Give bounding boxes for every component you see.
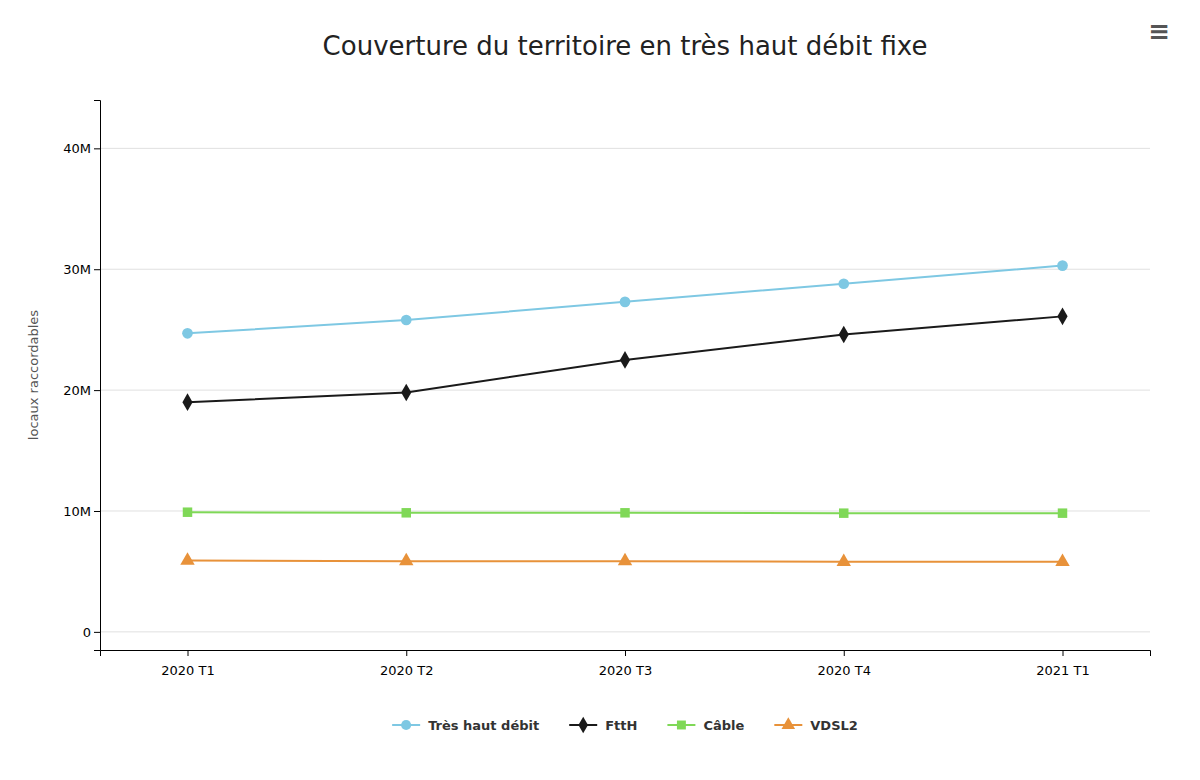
series-marker: [620, 351, 630, 369]
legend-item: VDSL2: [774, 717, 858, 732]
series-marker: [620, 508, 629, 517]
y-tick: 10M: [63, 504, 100, 519]
series-marker: [1058, 508, 1067, 517]
x-tick: 2020 T1: [161, 650, 214, 678]
menu-icon: ≡: [1148, 16, 1170, 46]
series-marker: [837, 553, 851, 565]
x-tick-label: 2020 T2: [380, 663, 433, 678]
x-tick-label: 2020 T4: [818, 663, 871, 678]
x-tick-mark: [1063, 650, 1064, 656]
x-axis: 2020 T1 2020 T2 2020 T3 2020 T4 2021 T1: [101, 650, 1151, 678]
legend-swatch-marker: [578, 717, 588, 734]
series-marker: [182, 328, 193, 339]
y-axis-line: [94, 101, 101, 651]
series: [183, 507, 1067, 517]
series-marker: [1057, 260, 1068, 271]
x-tick: 2021 T1: [1036, 650, 1089, 678]
series: [182, 308, 1067, 411]
chart: 010M20M30M40M2020 T12020 T22020 T32020 T…: [0, 0, 1200, 780]
x-tick-mark: [625, 650, 626, 656]
legend-label: Très haut débit: [428, 718, 539, 733]
legend-item: Câble: [667, 718, 744, 733]
grid-line: [100, 390, 1150, 391]
series-line: [188, 266, 1063, 334]
legend-swatch-marker: [401, 720, 411, 730]
series-marker: [618, 553, 632, 565]
y-tick: 40M: [63, 141, 100, 156]
y-axis: 0 10M 20M 30M 40M: [63, 101, 100, 651]
series-marker: [839, 508, 848, 517]
legend-label: Câble: [703, 718, 744, 733]
x-tick: 2020 T4: [818, 650, 871, 678]
y-tick: 30M: [63, 262, 100, 277]
y-tick-label: 20M: [63, 383, 91, 398]
grid-line: [100, 148, 1150, 149]
legend-swatch-marker: [782, 717, 796, 729]
series-marker: [402, 508, 411, 517]
series-marker: [183, 507, 192, 516]
x-tick-label: 2020 T3: [599, 663, 652, 678]
legend-item: Très haut débit: [392, 718, 539, 733]
plot-area: 010M20M30M40M2020 T12020 T22020 T32020 T…: [63, 101, 1150, 678]
grid: [100, 148, 1150, 632]
y-tick-label: 40M: [63, 141, 91, 156]
y-tick: 20M: [63, 383, 100, 398]
y-tick-label: 0: [83, 625, 91, 640]
y-tick-label: 30M: [63, 262, 91, 277]
series-marker: [839, 326, 849, 344]
x-axis-line: [101, 651, 1151, 657]
series-marker: [401, 315, 412, 326]
series-marker: [401, 384, 411, 402]
legend-label: VDSL2: [810, 718, 858, 733]
y-tick-mark: [94, 632, 100, 633]
y-axis-title: locaux raccordables: [26, 310, 41, 441]
y-tick-mark: [94, 148, 100, 149]
grid-line: [100, 269, 1150, 270]
title: Couverture du territoire en très haut dé…: [323, 31, 928, 61]
series-marker: [1057, 308, 1067, 326]
x-tick: 2020 T3: [599, 650, 652, 678]
series: [180, 552, 1069, 566]
x-tick-mark: [844, 650, 845, 656]
grid-line: [100, 631, 1150, 632]
x-tick: 2020 T2: [380, 650, 433, 678]
series-marker: [1055, 553, 1069, 565]
series-line: [188, 316, 1063, 402]
legend-label: FttH: [605, 718, 637, 733]
series-marker: [182, 393, 192, 411]
legend: Très haut débit FttH Câble VDSL2: [392, 717, 858, 734]
legend-item: FttH: [569, 717, 637, 734]
x-tick-label: 2021 T1: [1036, 663, 1089, 678]
series-marker: [399, 553, 413, 565]
y-tick-mark: [94, 269, 100, 270]
y-tick-mark: [94, 511, 100, 512]
series-group: [180, 260, 1069, 566]
x-tick-label: 2020 T1: [161, 663, 214, 678]
y-tick-label: 10M: [63, 504, 91, 519]
x-tick-mark: [406, 650, 407, 656]
series-marker: [838, 278, 849, 289]
series-marker: [180, 552, 194, 564]
legend-swatch-marker: [677, 721, 686, 730]
series-marker: [620, 297, 631, 308]
y-tick-mark: [94, 390, 100, 391]
x-tick-mark: [188, 650, 189, 656]
y-tick: 0: [83, 625, 100, 640]
